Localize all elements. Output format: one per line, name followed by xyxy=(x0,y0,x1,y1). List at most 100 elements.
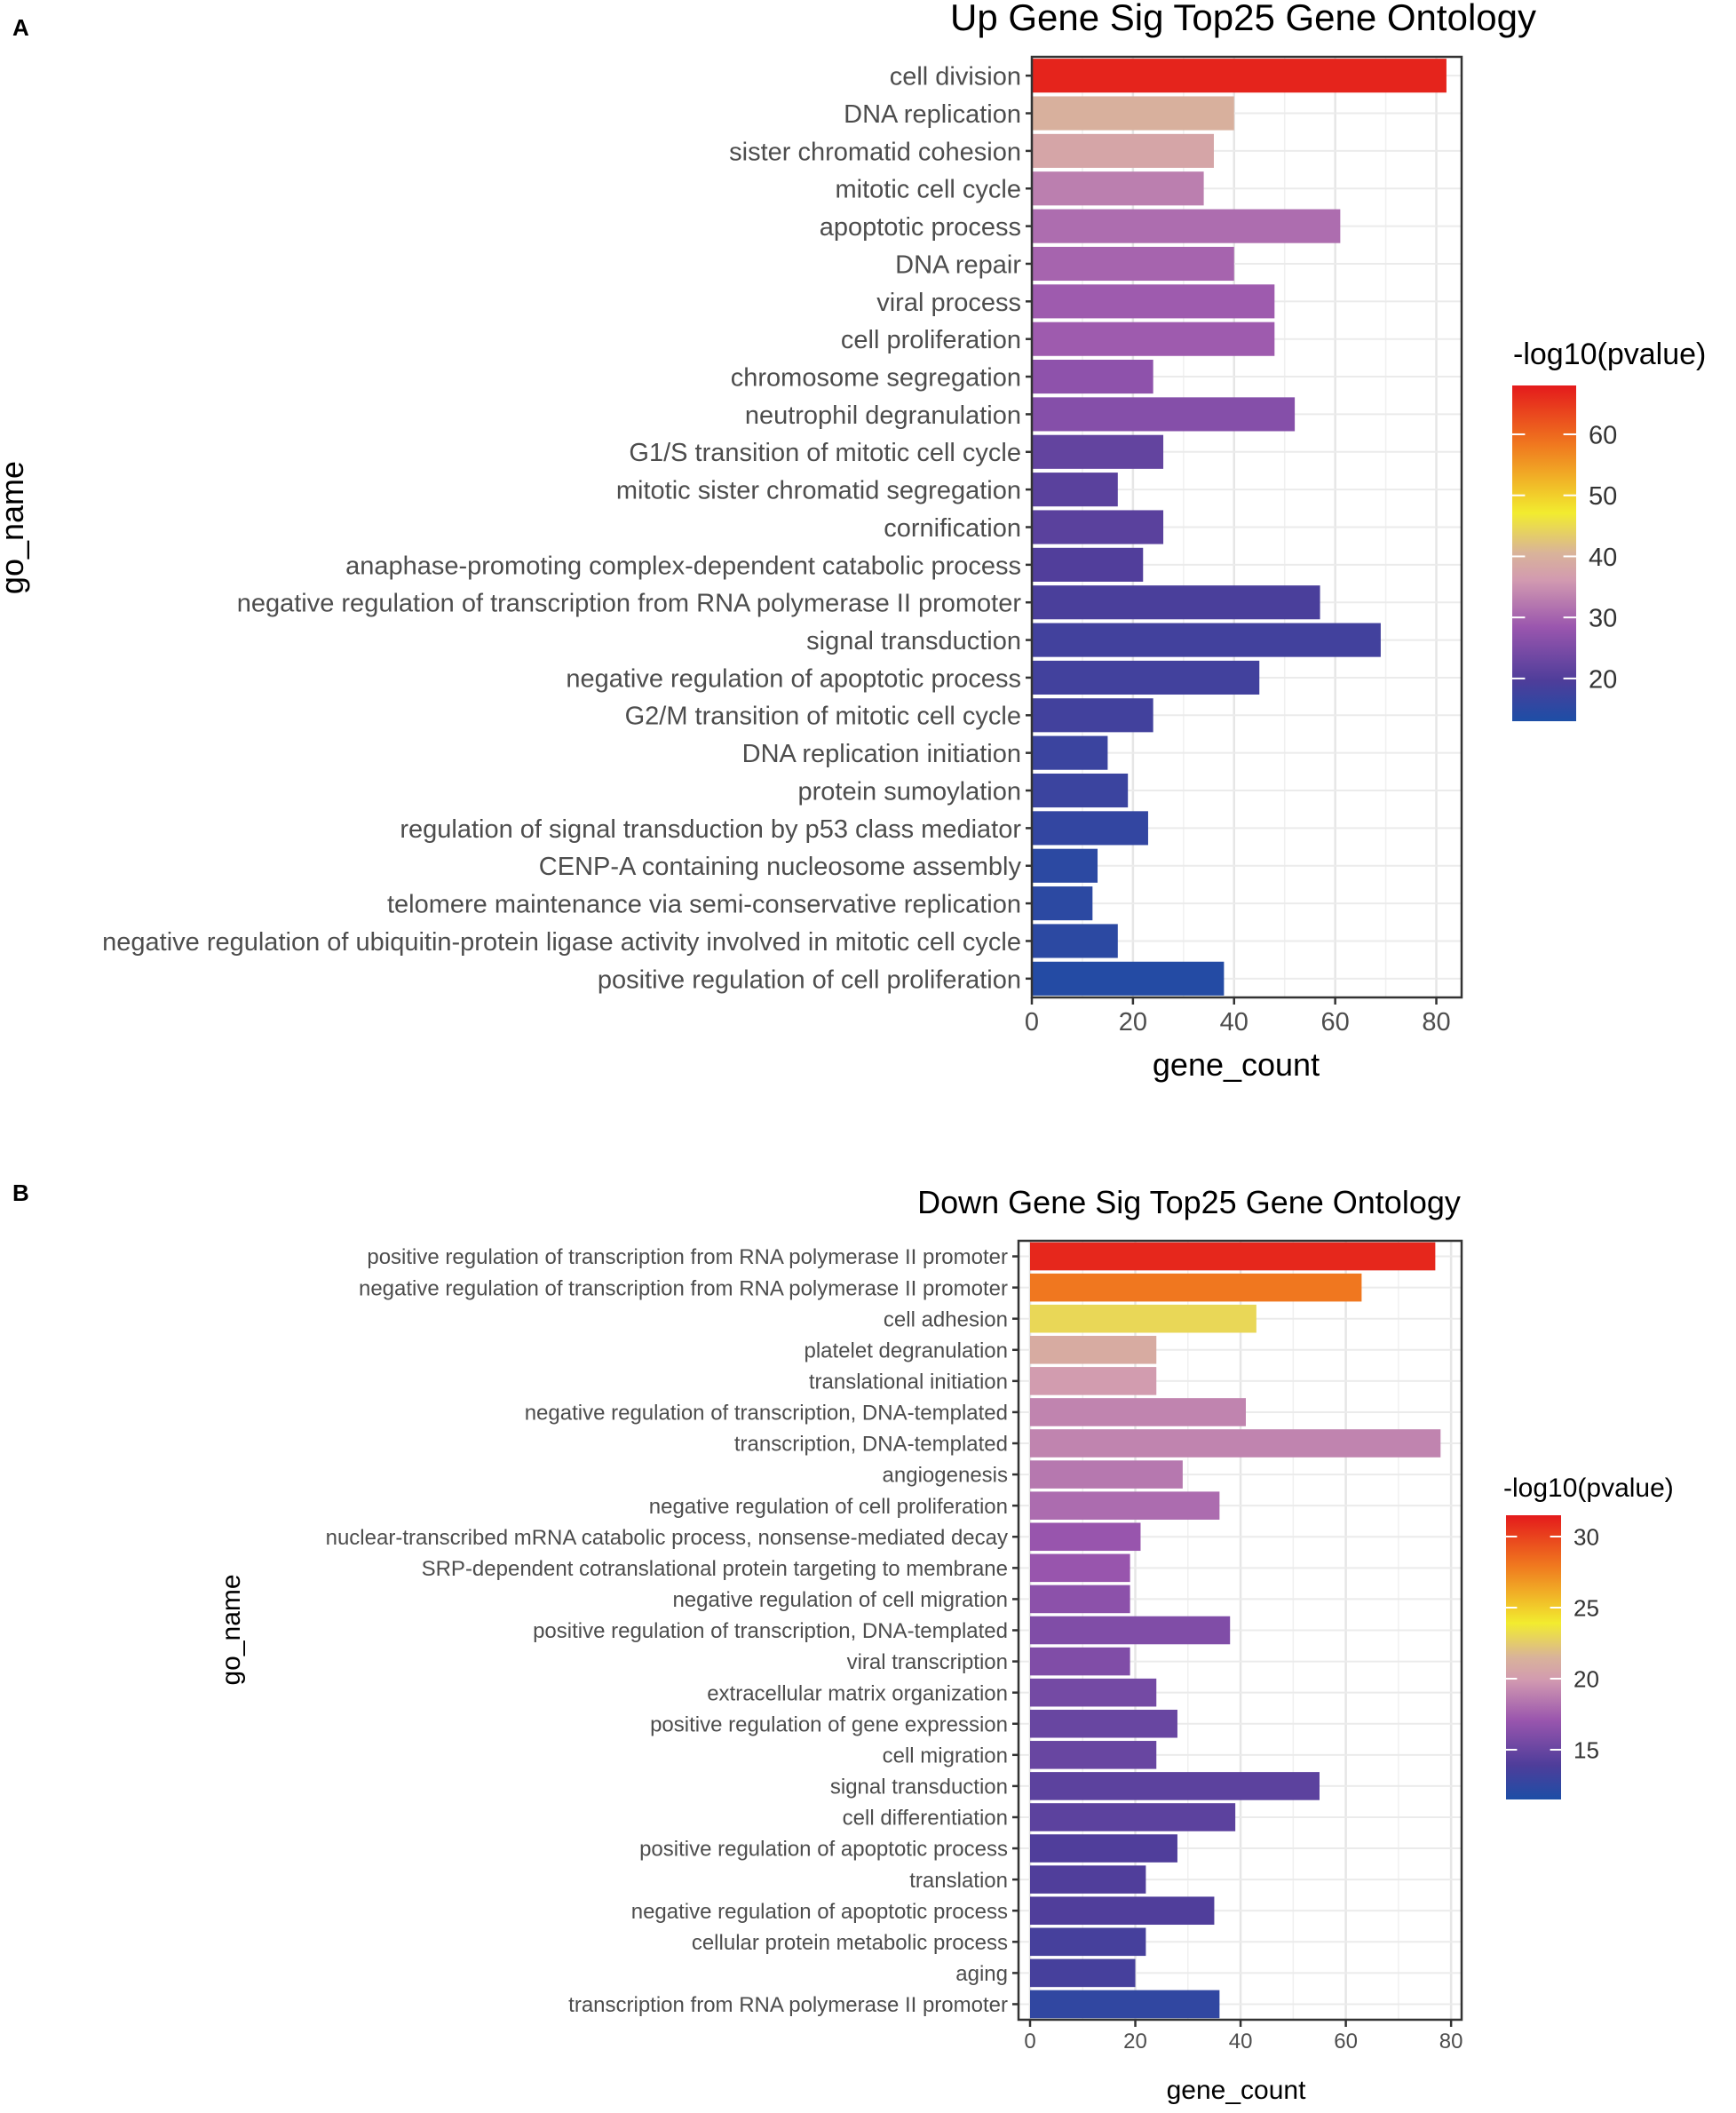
category-label: telomere maintenance via semi-conservati… xyxy=(387,891,1021,919)
category-label: G2/M transition of mitotic cell cycle xyxy=(625,703,1021,731)
category-label: cornification xyxy=(884,514,1021,543)
panel-a-y-axis: cell division DNA replication sister chrom… xyxy=(102,63,1032,994)
panel-b-colorbar xyxy=(1506,1515,1561,1799)
bar-6 xyxy=(1030,1398,1246,1426)
colorbar-tick-label: 50 xyxy=(1589,482,1617,511)
category-label: negative regulation of apoptotic process xyxy=(631,1900,1008,1924)
category-label: apoptotic process xyxy=(820,213,1021,242)
category-label: G1/S transition of mitotic cell cycle xyxy=(629,439,1021,467)
bar-22 xyxy=(1032,848,1098,883)
colorbar-tick-label: 20 xyxy=(1589,665,1617,694)
category-label: negative regulation of transcription fro… xyxy=(237,590,1022,618)
category-label: DNA replication initiation xyxy=(742,740,1021,768)
bar-10 xyxy=(1030,1522,1141,1552)
bar-10 xyxy=(1032,397,1296,432)
category-label: cell differentiation xyxy=(843,1807,1008,1831)
bar-11 xyxy=(1030,1553,1130,1583)
bar-16 xyxy=(1030,1709,1177,1738)
panel-a-x-axis-title: gene_count xyxy=(1153,1046,1320,1083)
bar-21 xyxy=(1030,1865,1146,1894)
bar-17 xyxy=(1032,660,1260,695)
x-tick-label: 40 xyxy=(1220,1008,1248,1037)
x-tick-label: 80 xyxy=(1422,1008,1450,1037)
panel-b: B Down Gene Sig Top25 Gene Ontology posi… xyxy=(12,1180,1674,2105)
bar-3 xyxy=(1032,133,1214,168)
bar-21 xyxy=(1032,811,1148,846)
panel-a-label: A xyxy=(12,14,29,41)
category-label: signal transduction xyxy=(830,1775,1008,1799)
bar-2 xyxy=(1032,96,1234,131)
bar-23 xyxy=(1030,1927,1146,1957)
category-label: negative regulation of cell proliferatio… xyxy=(649,1495,1008,1519)
category-label: negative regulation of ubiquitin-protein… xyxy=(102,928,1021,957)
category-label: regulation of signal transduction by p53… xyxy=(400,815,1021,844)
category-label: nuclear-transcribed mRNA catabolic proce… xyxy=(326,1526,1008,1550)
bar-6 xyxy=(1032,246,1234,282)
x-tick-label: 20 xyxy=(1123,2030,1147,2053)
panel-a: A Up Gene Sig Top25 Gene Ontology cell d… xyxy=(0,0,1706,1083)
bar-17 xyxy=(1030,1741,1157,1769)
bar-18 xyxy=(1030,1772,1320,1800)
category-label: neutrophil degranulation xyxy=(745,401,1021,430)
category-label: positive regulation of apoptotic process xyxy=(639,1838,1008,1862)
category-label: positive regulation of cell proliferatio… xyxy=(598,965,1021,994)
category-label: mitotic sister chromatid segregation xyxy=(616,477,1021,505)
category-label: sister chromatid cohesion xyxy=(729,138,1021,166)
category-label: DNA replication xyxy=(844,100,1021,129)
bar-19 xyxy=(1032,735,1108,770)
x-tick-label: 60 xyxy=(1334,2030,1358,2053)
category-label: negative regulation of apoptotic process xyxy=(566,664,1021,693)
bar-5 xyxy=(1032,209,1341,243)
colorbar-tick-label: 40 xyxy=(1589,544,1617,572)
bar-23 xyxy=(1032,886,1093,921)
x-tick-label: 0 xyxy=(1024,2030,1035,2053)
category-label: viral transcription xyxy=(847,1650,1008,1674)
category-label: DNA repair xyxy=(895,250,1021,279)
category-label: cell adhesion xyxy=(884,1307,1008,1331)
colorbar-tick-label: 25 xyxy=(1573,1594,1599,1621)
category-label: SRP-dependent cotranslational protein ta… xyxy=(422,1557,1008,1581)
bar-1 xyxy=(1032,59,1447,93)
category-label: transcription from RNA polymerase II pro… xyxy=(568,1993,1008,2017)
panel-b-x-axis: 0 20 40 60 80 xyxy=(1024,2020,1463,2053)
x-tick-label: 0 xyxy=(1025,1008,1039,1037)
bar-1 xyxy=(1030,1242,1436,1271)
panel-b-x-axis-title: gene_count xyxy=(1167,2076,1306,2105)
category-label: aging xyxy=(955,1962,1008,1986)
category-label: signal transduction xyxy=(806,627,1021,655)
category-label: CENP-A containing nucleosome assembly xyxy=(539,853,1022,881)
panel-b-bars xyxy=(1030,1242,1441,2019)
bar-15 xyxy=(1030,1678,1157,1707)
bar-3 xyxy=(1030,1304,1256,1333)
x-tick-label: 60 xyxy=(1321,1008,1350,1037)
bar-2 xyxy=(1030,1273,1362,1302)
bar-11 xyxy=(1032,434,1164,469)
category-label: positive regulation of transcription fro… xyxy=(367,1245,1008,1269)
colorbar-tick-label: 15 xyxy=(1573,1736,1599,1763)
panel-a-bars xyxy=(1032,59,1447,996)
panel-b-title: Down Gene Sig Top25 Gene Ontology xyxy=(917,1184,1461,1220)
bar-15 xyxy=(1032,585,1320,620)
category-label: platelet degranulation xyxy=(804,1338,1008,1362)
bar-16 xyxy=(1032,623,1381,657)
category-label: negative regulation of transcription fro… xyxy=(359,1276,1008,1300)
category-label: cell migration xyxy=(883,1744,1008,1767)
category-label: mitotic cell cycle xyxy=(836,176,1022,204)
category-label: protein sumoylation xyxy=(798,777,1021,806)
bar-20 xyxy=(1032,773,1129,808)
bar-8 xyxy=(1032,322,1275,356)
bar-4 xyxy=(1030,1335,1157,1364)
panel-a-y-axis-title: go_name xyxy=(0,461,30,594)
category-label: extracellular matrix organization xyxy=(707,1681,1008,1705)
panel-a-legend-title: -log10(pvalue) xyxy=(1513,338,1706,371)
panel-b-legend: 15 20 25 30 xyxy=(1506,1515,1599,1799)
colorbar-tick-label: 30 xyxy=(1573,1523,1599,1550)
bar-13 xyxy=(1030,1616,1231,1645)
panel-a-x-axis: 0 20 40 60 80 xyxy=(1025,997,1451,1037)
panel-b-y-axis-title: go_name xyxy=(217,1574,246,1685)
panel-b-legend-title: -log10(pvalue) xyxy=(1503,1474,1674,1503)
bar-4 xyxy=(1032,171,1204,206)
bar-20 xyxy=(1030,1834,1177,1863)
panel-a-title: Up Gene Sig Top25 Gene Ontology xyxy=(950,0,1536,38)
bar-25 xyxy=(1032,961,1225,996)
